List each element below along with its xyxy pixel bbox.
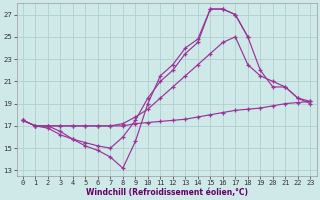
X-axis label: Windchill (Refroidissement éolien,°C): Windchill (Refroidissement éolien,°C) [85,188,248,197]
